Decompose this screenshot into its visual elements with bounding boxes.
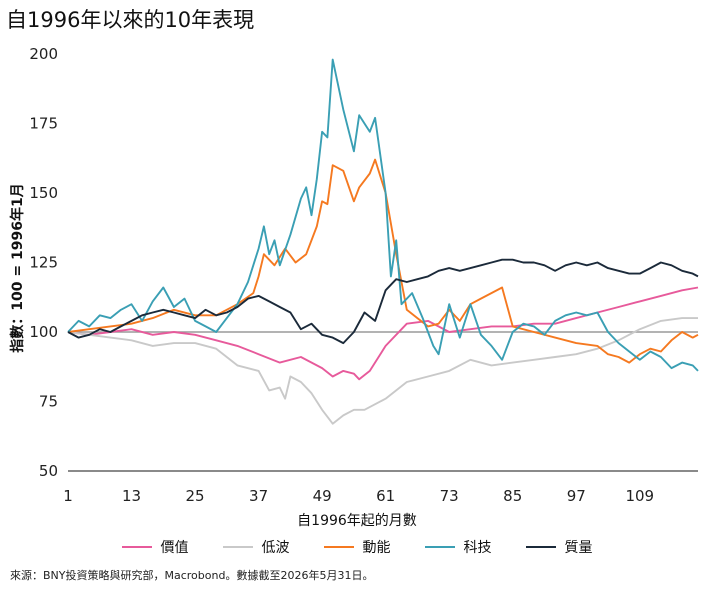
x-tick-label: 13	[122, 487, 141, 505]
x-tick-label: 97	[567, 487, 586, 505]
x-tick-label: 109	[625, 487, 654, 505]
legend-item-low-vol: 低波	[222, 537, 290, 557]
x-tick-label: 37	[249, 487, 268, 505]
y-tick-label: 75	[39, 393, 58, 411]
legend-swatch-tech	[424, 546, 455, 548]
legend-item-momentum: 動能	[323, 537, 391, 557]
legend-swatch-value	[121, 546, 152, 548]
legend-swatch-low-vol	[222, 546, 253, 548]
series-line-0	[67, 286, 699, 381]
line-chart: 50 75 100 125 150 175 200 1 13 25 37 49 61 73 85 97 109	[29, 45, 699, 505]
legend-label-tech: 科技	[463, 540, 492, 556]
legend-label-low-vol: 低波	[261, 540, 290, 556]
x-tick-label: 25	[186, 487, 205, 505]
legend-item-tech: 科技	[424, 537, 492, 557]
x-tick-label: 61	[376, 487, 395, 505]
x-tick-label: 73	[440, 487, 459, 505]
series-line-1	[67, 317, 698, 425]
series-line-2	[67, 158, 699, 364]
x-tick-label: 1	[63, 487, 73, 505]
legend-item-value: 價值	[121, 537, 189, 557]
y-tick-label: 100	[29, 323, 58, 341]
x-axis-title: 自1996年起的月數	[297, 513, 417, 529]
x-tick-label: 85	[503, 487, 522, 505]
y-tick-label: 200	[29, 45, 58, 63]
legend-label-quality: 質量	[564, 540, 593, 556]
legend-item-quality: 質量	[525, 537, 593, 557]
legend-swatch-quality	[525, 546, 556, 548]
y-tick-label: 50	[39, 462, 58, 480]
series-line-3	[67, 58, 699, 372]
y-axis-title: 指數：100 = 1996年1月	[10, 183, 26, 353]
legend-label-value: 價值	[160, 540, 189, 556]
y-tick-label: 125	[29, 254, 58, 272]
y-tick-label: 175	[29, 115, 58, 133]
series-line-4	[67, 258, 699, 345]
series-lines	[67, 58, 699, 425]
chart-title: 自1996年以來的10年表現	[6, 8, 255, 32]
source-note: 來源：BNY投資策略與研究部，Macrobond。數據截至2026年5月31日。	[10, 569, 374, 582]
x-tick-label: 49	[313, 487, 332, 505]
y-tick-label: 150	[29, 184, 58, 202]
chart-axes: 50 75 100 125 150 175 200 1 13 25 37 49 61 73 85 97 109	[29, 45, 698, 505]
legend-label-momentum: 動能	[362, 540, 391, 556]
legend-swatch-momentum	[323, 546, 354, 548]
legend: 價值 低波 動能 科技 質量	[0, 537, 714, 557]
